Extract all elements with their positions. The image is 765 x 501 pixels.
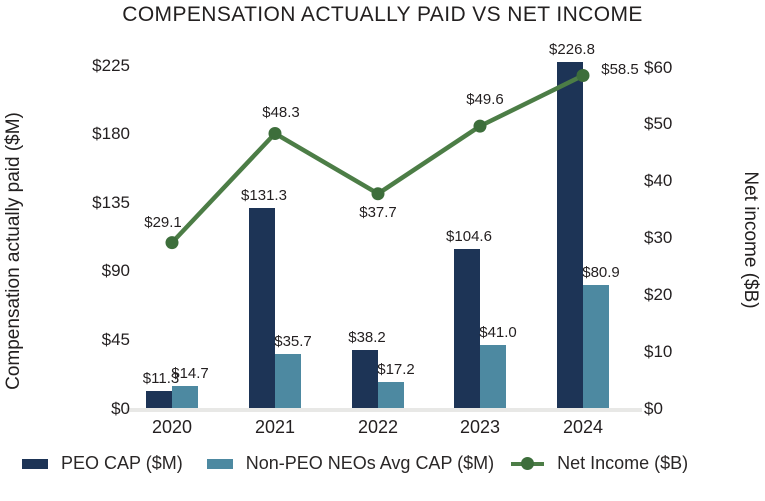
x-axis-label-2023: 2023: [459, 417, 501, 437]
net-income-marker-2023: [473, 119, 487, 133]
left-axis-title: Compensation actually paid ($M): [3, 112, 24, 390]
x-axis-label-2020: 2020: [151, 417, 193, 437]
line-label-net-income-2023: $49.6: [466, 91, 504, 109]
left-axis-tick-label: $135: [92, 193, 130, 212]
bar-peo-cap-2020: [146, 390, 172, 408]
x-axis-baseline: [126, 408, 642, 412]
line-label-net-income-2021: $48.3: [262, 104, 300, 122]
legend: PEO CAP ($M) Non-PEO NEOs Avg CAP ($M) N…: [22, 453, 688, 474]
bar-label-peo-cap-2022: $38.2: [348, 328, 386, 346]
bar-label-non-peo-cap-2023: $41.0: [479, 324, 517, 342]
x-axis-label-2021: 2021: [254, 417, 296, 437]
right-axis-tick-label: $30: [644, 228, 673, 247]
net-income-marker-2020: [165, 236, 179, 250]
bar-label-non-peo-cap-2021: $35.7: [274, 332, 312, 350]
right-axis-tick-label: $40: [644, 171, 673, 190]
legend-label-peo-cap: PEO CAP ($M): [61, 453, 183, 473]
bar-label-non-peo-cap-2020: $14.7: [171, 364, 209, 382]
legend-label-net-income: Net Income ($B): [557, 453, 689, 473]
x-axis-label-2022: 2022: [357, 417, 399, 437]
bar-peo-cap-2023: [454, 248, 480, 408]
right-axis-tick-label: $50: [644, 114, 673, 133]
net-income-line-marker-icon: [511, 457, 545, 470]
legend-item-peo-cap: PEO CAP ($M): [22, 453, 183, 474]
left-axis-tick-label: $0: [111, 399, 130, 418]
line-label-net-income-2020: $29.1: [144, 213, 182, 231]
legend-item-net-income: Net Income ($B): [511, 453, 688, 474]
x-axis-label-2024: 2024: [562, 417, 604, 437]
net-income-marker-2021: [268, 126, 282, 140]
bar-label-non-peo-cap-2022: $17.2: [377, 360, 415, 378]
left-axis-tick-label: $180: [92, 124, 130, 143]
bar-non-peo-cap-2020: [172, 385, 198, 408]
legend-item-non-peo-cap: Non-PEO NEOs Avg CAP ($M): [206, 453, 495, 474]
right-axis-title: Net income ($B): [740, 171, 761, 309]
right-axis-tick-label: $20: [644, 285, 673, 304]
right-axis-tick-label: $10: [644, 342, 673, 361]
left-axis-tick-label: $90: [101, 261, 130, 280]
net-income-marker-2022: [371, 187, 385, 201]
bar-non-peo-cap-2022: [378, 381, 404, 408]
bar-non-peo-cap-2021: [275, 353, 301, 408]
legend-label-non-peo-cap: Non-PEO NEOs Avg CAP ($M): [245, 453, 495, 473]
right-axis-tick-label: $0: [644, 399, 663, 418]
left-axis-tick-label: $225: [92, 56, 130, 75]
bar-label-peo-cap-2024: $226.8: [549, 41, 595, 59]
line-label-net-income-2024: $58.5: [601, 60, 639, 78]
left-axis-tick-label: $45: [101, 330, 130, 349]
bar-label-peo-cap-2023: $104.6: [446, 227, 492, 245]
non-peo-cap-swatch-icon: [206, 458, 233, 469]
bar-peo-cap-2024: [557, 62, 583, 408]
bar-non-peo-cap-2024: [583, 284, 609, 408]
line-label-net-income-2022: $37.7: [359, 203, 397, 221]
bar-label-peo-cap-2021: $131.3: [241, 186, 287, 204]
bar-peo-cap-2021: [249, 207, 275, 408]
peo-cap-swatch-icon: [22, 458, 48, 469]
bar-non-peo-cap-2023: [480, 345, 506, 408]
chart-title: COMPENSATION ACTUALLY PAID VS NET INCOME: [122, 3, 643, 26]
bar-label-non-peo-cap-2024: $80.9: [582, 263, 620, 281]
bar-peo-cap-2022: [352, 349, 378, 408]
bar-label-peo-cap-2020: $11.3: [142, 369, 180, 387]
right-axis-tick-label: $60: [644, 58, 673, 77]
